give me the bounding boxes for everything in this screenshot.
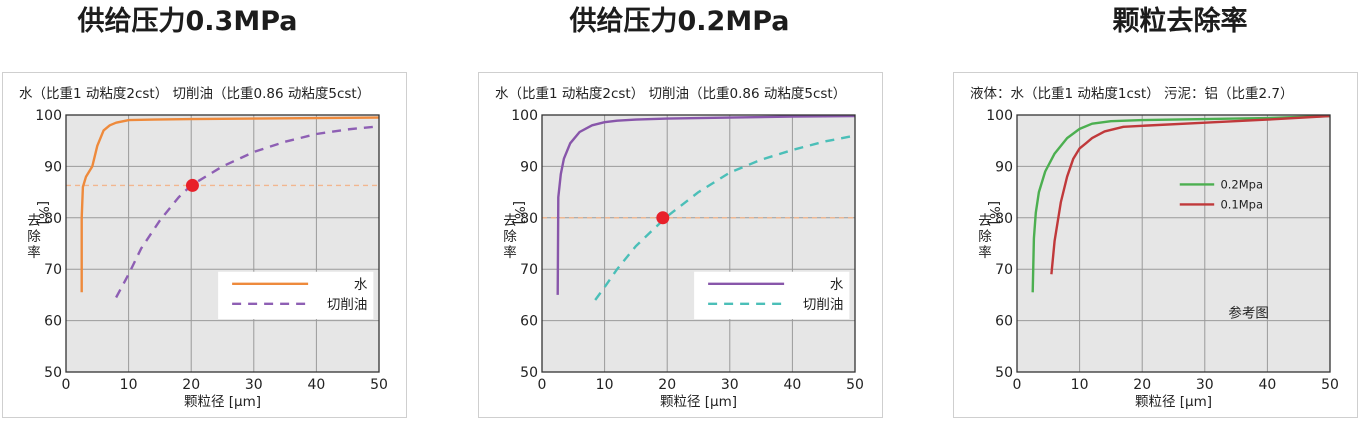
y-tick-label: 70 [44, 262, 62, 278]
y-tick-label: 50 [520, 365, 538, 381]
x-axis-label: 颗粒径 [μm] [1135, 394, 1212, 410]
plot-background [1017, 115, 1330, 372]
y-axis-unit: [%] [986, 201, 1002, 224]
panel-title: 颗粒去除率 [1112, 6, 1248, 37]
chart-subtitle: 水（比重1 动粘度2cst） 切削油（比重0.86 动粘度5cst） [495, 86, 846, 102]
x-tick-label: 40 [307, 377, 325, 393]
x-tick-label: 40 [1258, 377, 1276, 393]
y-tick-label: 50 [995, 365, 1013, 381]
y-axis-label-char: 率 [978, 244, 992, 261]
y-axis-label-char: 率 [27, 244, 41, 261]
annotation-text: 参考图 [1228, 305, 1269, 322]
panel-title: 供给压力0.3MPa [77, 6, 298, 37]
chart-frame: 水（比重1 动粘度2cst） 切削油（比重0.86 动粘度5cst） 50 60 70… [478, 72, 883, 418]
legend-label-2: 0.1Mpa [1220, 197, 1263, 211]
chart-svg: 水（比重1 动粘度2cst） 切削油（比重0.86 动粘度5cst） 50 60 70… [19, 86, 388, 410]
y-tick-label: 90 [995, 159, 1013, 175]
plot-background [66, 115, 379, 372]
y-tick-label: 100 [35, 108, 62, 124]
chart-frame: 液体：水（比重1 动粘度1cst） 污泥：铝（比重2.7） 50 60 70 80 90 1… [953, 72, 1358, 418]
highlight-marker [656, 211, 670, 225]
series-line-1 [1031, 114, 1331, 293]
y-tick-label: 60 [520, 314, 538, 330]
y-tick-label: 60 [995, 314, 1013, 330]
legend: 0.2Mpa 0.1Mpa [1179, 177, 1263, 211]
x-tick-label: 30 [721, 377, 739, 393]
y-tick-label: 50 [44, 365, 62, 381]
y-axis-label-char: 除 [503, 229, 517, 245]
legend-label-1: 水 [354, 277, 368, 293]
x-tick-label: 20 [658, 377, 676, 393]
x-axis-label: 颗粒径 [μm] [184, 394, 261, 410]
y-axis-label-char: 除 [27, 229, 41, 245]
series-line-2 [1050, 114, 1331, 275]
plot-border [1016, 114, 1331, 373]
y-axis-unit: [%] [511, 201, 527, 224]
plot-background [542, 115, 855, 372]
legend-label-2: 切削油 [327, 297, 368, 313]
y-axis-label-char: 率 [503, 244, 517, 261]
y-axis-label: 去除率 [503, 213, 517, 261]
chart-subtitle: 液体：水（比重1 动粘度1cst） 污泥：铝（比重2.7） [970, 86, 1293, 102]
series-line-2 [115, 125, 380, 299]
x-tick-label: 0 [62, 377, 71, 393]
y-tick-label: 80 [995, 211, 1013, 227]
x-tick-label: 50 [1321, 377, 1339, 393]
x-tick-label: 10 [120, 377, 138, 393]
y-tick-label: 90 [44, 159, 62, 175]
y-axis-unit: [%] [35, 201, 51, 224]
x-tick-label: 50 [370, 377, 388, 393]
series-line-2 [594, 134, 856, 301]
y-tick-label: 90 [520, 159, 538, 175]
y-tick-label: 60 [44, 314, 62, 330]
legend-box [694, 271, 850, 320]
x-tick-label: 10 [596, 377, 614, 393]
y-axis-label-char: 去 [978, 213, 992, 229]
plot-border [541, 114, 856, 373]
y-tick-label: 80 [520, 211, 538, 227]
x-tick-label: 20 [1133, 377, 1151, 393]
x-axis-label: 颗粒径 [μm] [660, 394, 737, 410]
y-axis-label-char: 除 [978, 229, 992, 245]
y-tick-label: 70 [995, 262, 1013, 278]
x-tick-label: 30 [245, 377, 263, 393]
x-tick-label: 20 [182, 377, 200, 393]
legend-label-1: 0.2Mpa [1220, 177, 1263, 191]
x-tick-label: 0 [538, 377, 547, 393]
series-line-1 [80, 116, 380, 293]
x-tick-label: 30 [1196, 377, 1214, 393]
highlight-marker [185, 178, 199, 192]
y-axis-label: 去除率 [978, 213, 992, 261]
y-tick-label: 80 [44, 211, 62, 227]
y-tick-label: 100 [511, 108, 538, 124]
chart-frame: 水（比重1 动粘度2cst） 切削油（比重0.86 动粘度5cst） 50 60 70… [2, 72, 407, 418]
x-tick-label: 50 [846, 377, 864, 393]
x-tick-label: 40 [783, 377, 801, 393]
y-axis-label: 去除率 [27, 213, 41, 261]
legend-box [218, 271, 374, 320]
plot-border [65, 114, 380, 373]
y-tick-label: 70 [520, 262, 538, 278]
chart-subtitle: 水（比重1 动粘度2cst） 切削油（比重0.86 动粘度5cst） [19, 86, 370, 102]
panel-title: 供给压力0.2MPa [569, 6, 790, 37]
series-line-1 [556, 114, 856, 295]
chart-svg: 液体：水（比重1 动粘度1cst） 污泥：铝（比重2.7） 50 60 70 80 90 1… [970, 86, 1339, 410]
grid-lines [66, 115, 379, 372]
x-tick-label: 0 [1013, 377, 1022, 393]
y-axis-label-char: 去 [503, 213, 517, 229]
y-tick-label: 100 [986, 108, 1013, 124]
x-tick-label: 10 [1071, 377, 1089, 393]
legend-label-2: 切削油 [803, 297, 844, 313]
chart-svg: 水（比重1 动粘度2cst） 切削油（比重0.86 动粘度5cst） 50 60 70… [495, 86, 864, 410]
grid-lines [1017, 115, 1330, 372]
y-axis-label-char: 去 [27, 213, 41, 229]
legend-label-1: 水 [830, 277, 844, 293]
